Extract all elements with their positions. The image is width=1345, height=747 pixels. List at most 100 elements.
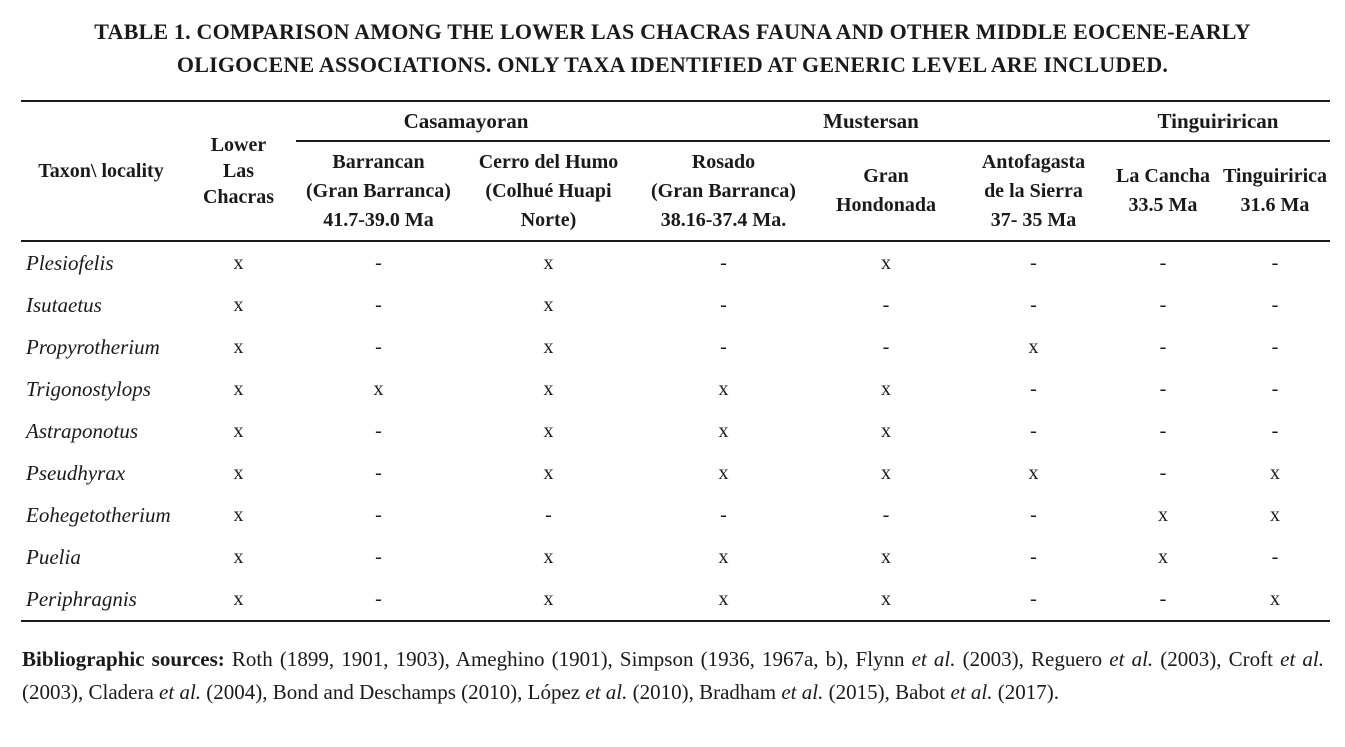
locality-header-line-2: (Colhué Huapi <box>485 179 612 202</box>
locality-header-line-1: Gran <box>863 165 909 187</box>
occurrence-mark: - <box>882 503 890 526</box>
table-row: Plesiofelis x - x - x - - - <box>21 241 1330 284</box>
occurrence-mark: x <box>233 251 244 274</box>
taxon-name: Trigonostylops <box>26 376 151 401</box>
taxon-name: Propyrotherium <box>26 334 160 359</box>
locality-header-line-3: 38.16-37.4 Ma. <box>660 208 787 231</box>
occurrence-mark: x <box>181 578 296 622</box>
locality-header-line-2: (Gran Barranca) <box>306 179 451 202</box>
locality-header-line-2: 31.6 Ma <box>1240 194 1310 216</box>
occurrence-mark: - <box>1159 293 1167 316</box>
occurrence-mark: - <box>882 293 890 316</box>
et-al: et al. <box>1280 647 1324 671</box>
table-row: Periphragnis x - x x x - - x <box>21 578 1330 622</box>
occurrence-mark: - <box>375 545 382 568</box>
taxon-name: Isutaetus <box>26 292 102 317</box>
et-al: et al. <box>950 680 993 704</box>
occurrence-mark: - <box>1030 545 1037 568</box>
group-header-mustersan: Mustersan <box>636 101 1106 142</box>
comparison-table: Taxon\ locality Lower Las Chacras Casama… <box>21 100 1330 622</box>
occurrence-mark: - <box>720 335 727 358</box>
locality-header-line-1: Rosado <box>691 150 756 173</box>
table-row: Puelia x - x x x - x - <box>21 536 1330 578</box>
occurrence-mark: x <box>233 503 244 526</box>
locality-header-line-3: Norte) <box>520 208 577 231</box>
table-title-line-1: TABLE 1. COMPARISON AMONG THE LOWER LAS … <box>94 19 1251 44</box>
occurrence-mark: x <box>881 251 891 274</box>
locality-column-header: Rosado (Gran Barranca) 38.16-37.4 Ma. <box>636 141 811 242</box>
occurrence-mark: - <box>961 578 1106 622</box>
table-row: Astraponotus x - x x x - - - <box>21 410 1330 452</box>
occurrence-mark: - <box>375 461 382 484</box>
et-al: et al. <box>159 680 202 704</box>
locality-column-header: Tinguiririca 31.6 Ma <box>1220 141 1330 242</box>
occurrence-mark: - <box>375 251 382 274</box>
bibliographic-sources: Bibliographic sources: Roth (1899, 1901,… <box>22 647 1324 704</box>
locality-column-header: Barrancan (Gran Barranca) 41.7-39.0 Ma <box>296 141 461 242</box>
occurrence-mark: x <box>543 335 554 358</box>
occurrence-mark: - <box>1030 251 1037 274</box>
occurrence-mark: x <box>881 461 891 484</box>
occurrence-mark: x <box>881 377 891 400</box>
locality-header-line-1: La Cancha <box>1116 165 1210 187</box>
occurrence-mark: x <box>718 461 729 484</box>
taxon-name: Periphragnis <box>21 578 181 622</box>
locality-column-header: Antofagasta de la Sierra 37- 35 Ma <box>961 141 1106 242</box>
table-row: Eohegetotherium x - - - - - x x <box>21 494 1330 536</box>
paper-table-figure: TABLE 1. COMPARISON AMONG THE LOWER LAS … <box>0 15 1345 704</box>
occurrence-mark: x <box>881 419 891 442</box>
locality-column-header: Cerro del Humo (Colhué Huapi Norte) <box>461 141 636 242</box>
occurrence-mark: - <box>720 293 727 316</box>
occurrence-mark: x <box>543 461 554 484</box>
taxon-name: Plesiofelis <box>26 250 114 275</box>
table-row: Trigonostylops x x x x x - - - <box>21 368 1330 410</box>
occurrence-mark: x <box>1158 545 1168 568</box>
occurrence-mark: - <box>1159 419 1167 442</box>
et-al: et al. <box>1109 647 1154 671</box>
occurrence-mark: x <box>233 335 244 358</box>
lower-las-chacras-line-1: Lower <box>210 134 267 156</box>
locality-header-line-1: Antofagasta <box>981 150 1086 173</box>
et-al: et al. <box>585 680 628 704</box>
table-title-line-2: OLIGOCENE ASSOCIATIONS. ONLY TAXA IDENTI… <box>176 52 1169 77</box>
locality-header-line-1: Cerro del Humo <box>478 150 619 173</box>
occurrence-mark: - <box>1271 293 1279 316</box>
occurrence-mark: x <box>461 578 636 622</box>
taxon-name: Eohegetotherium <box>26 502 171 527</box>
locality-header-line-2: 33.5 Ma <box>1128 194 1198 216</box>
occurrence-mark: - <box>1159 251 1167 274</box>
occurrence-mark: - <box>375 419 382 442</box>
occurrence-mark: x <box>1158 503 1168 526</box>
occurrence-mark: x <box>543 293 554 316</box>
occurrence-mark: x <box>233 293 244 316</box>
locality-header-row: Barrancan (Gran Barranca) 41.7-39.0 Ma C… <box>21 141 1330 242</box>
occurrence-mark: - <box>1159 461 1167 484</box>
occurrence-mark: - <box>720 251 727 274</box>
occurrence-mark: x <box>233 419 244 442</box>
group-header-casamayoran: Casamayoran <box>296 101 636 142</box>
occurrence-mark: - <box>1030 377 1037 400</box>
occurrence-mark: x <box>718 419 729 442</box>
occurrence-mark: x <box>1028 461 1039 484</box>
table-row: Pseudhyrax x - x x x x - x <box>21 452 1330 494</box>
table-header: Taxon\ locality Lower Las Chacras Casama… <box>21 101 1330 242</box>
locality-header-line-2: (Gran Barranca) <box>651 179 796 202</box>
occurrence-mark: - <box>1271 377 1279 400</box>
occurrence-mark: - <box>1271 545 1279 568</box>
taxon-locality-header: Taxon\ locality <box>21 101 181 242</box>
occurrence-mark: - <box>1030 503 1037 526</box>
taxon-name: Astraponotus <box>26 418 139 443</box>
taxon-name: Pseudhyrax <box>26 460 126 485</box>
locality-header-line-2: Hondonada <box>835 194 937 216</box>
locality-header-line-3: 41.7-39.0 Ma <box>323 208 434 231</box>
occurrence-mark: x <box>543 545 554 568</box>
occurrence-mark: - <box>375 503 382 526</box>
occurrence-mark: - <box>375 335 382 358</box>
table-title: TABLE 1. COMPARISON AMONG THE LOWER LAS … <box>0 15 1345 81</box>
occurrence-mark: x <box>233 461 244 484</box>
occurrence-mark: - <box>1030 293 1037 316</box>
occurrence-mark: x <box>543 251 554 274</box>
occurrence-mark: x <box>1270 461 1280 484</box>
occurrence-mark: - <box>1106 578 1220 622</box>
et-al: et al. <box>781 680 824 704</box>
